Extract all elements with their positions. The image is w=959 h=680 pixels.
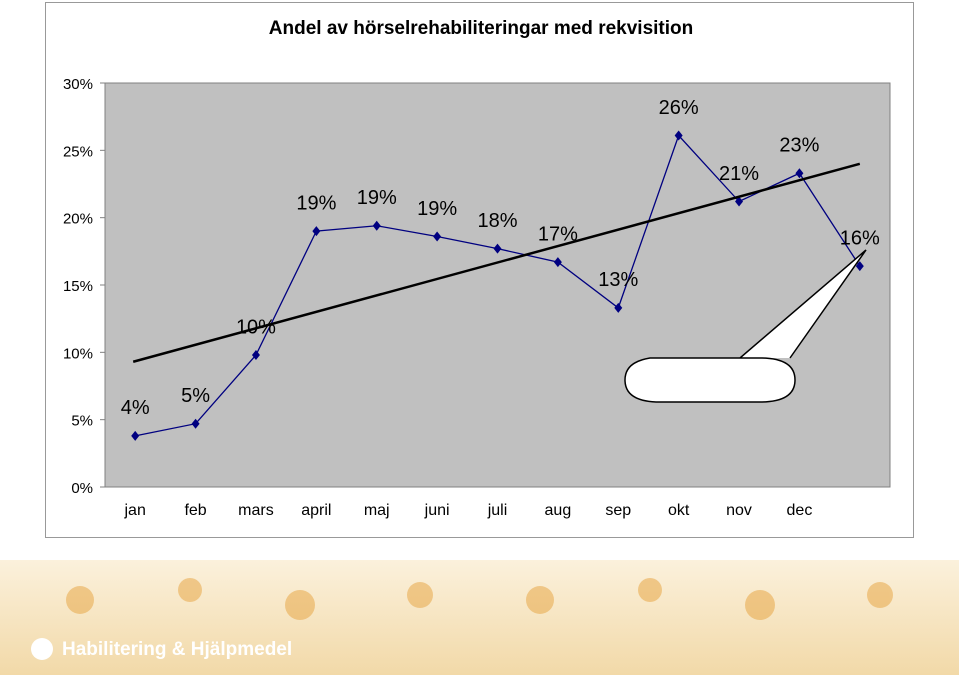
- point-marker: [312, 226, 321, 237]
- point-marker: [553, 257, 562, 268]
- x-tick-label: aug: [545, 502, 572, 519]
- point-marker: [855, 261, 864, 272]
- x-tick-label: maj: [364, 502, 390, 519]
- data-label: 5%: [181, 385, 210, 407]
- point-marker: [614, 302, 623, 313]
- y-tick-label: 5%: [71, 413, 93, 430]
- footer-background: [0, 560, 959, 675]
- point-marker: [433, 231, 442, 242]
- x-tick-label: feb: [184, 502, 206, 519]
- logo-text: Habilitering & Hjälpmedel: [62, 639, 292, 660]
- point-marker: [372, 220, 381, 231]
- data-label: 19%: [296, 192, 336, 214]
- point-marker: [131, 430, 140, 441]
- data-label: 19%: [417, 198, 457, 220]
- trend-line: [132, 162, 861, 363]
- point-marker: [191, 418, 200, 429]
- x-tick-label: nov: [726, 502, 752, 519]
- y-tick-label: 0%: [71, 480, 93, 497]
- point-marker: [493, 243, 502, 254]
- data-label: 16%: [840, 227, 880, 249]
- data-label: 17%: [538, 223, 578, 245]
- y-tick-label: 25%: [63, 143, 93, 160]
- data-label: 4%: [121, 397, 150, 419]
- x-tick-label: jan: [124, 502, 146, 519]
- logo-icon: [31, 638, 53, 660]
- point-marker: [795, 168, 804, 179]
- y-tick-label: 15%: [63, 278, 93, 295]
- y-tick-label: 10%: [63, 345, 93, 362]
- y-tick-label: 20%: [63, 211, 93, 228]
- x-tick-label: april: [301, 502, 331, 519]
- data-label: 26%: [659, 97, 699, 119]
- x-tick-label: juni: [424, 502, 450, 519]
- y-tick-label: 30%: [63, 76, 93, 93]
- footer-decoration: [66, 578, 893, 620]
- x-tick-label: sep: [605, 502, 631, 519]
- x-tick-label: juli: [487, 502, 508, 519]
- data-label: 21%: [719, 163, 759, 185]
- callout: [624, 249, 867, 403]
- point-marker: [674, 130, 683, 141]
- point-marker: [735, 196, 744, 207]
- data-label: 23%: [779, 135, 819, 157]
- x-tick-label: mars: [238, 502, 274, 519]
- data-label: 18%: [477, 210, 517, 232]
- data-label: 19%: [357, 187, 397, 209]
- data-label: 13%: [598, 269, 638, 291]
- point-marker: [251, 350, 260, 361]
- footer-band: Habilitering & Hjälpmedel: [0, 560, 959, 675]
- plot-area: [104, 82, 891, 488]
- x-tick-label: dec: [787, 502, 813, 519]
- x-tick-label: okt: [668, 502, 690, 519]
- chart-title: Andel av hörselrehabiliteringar med rekv…: [269, 18, 693, 39]
